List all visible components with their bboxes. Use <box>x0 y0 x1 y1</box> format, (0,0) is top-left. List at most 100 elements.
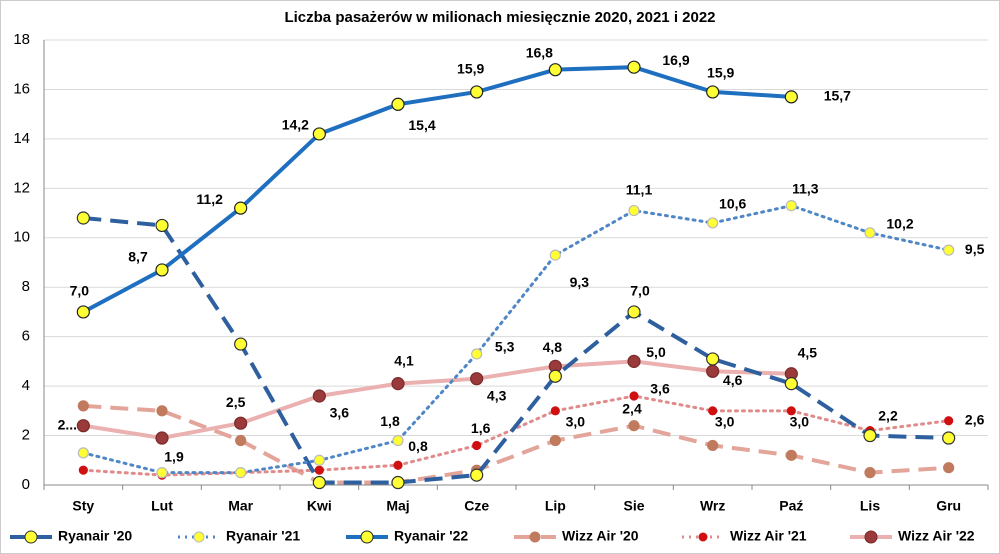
data-label: 10,6 <box>719 196 746 212</box>
data-point <box>312 127 326 141</box>
series-line <box>83 216 949 485</box>
data-point <box>627 305 641 319</box>
legend-label: Ryanair '22 <box>394 528 468 544</box>
data-label: 15,9 <box>457 61 484 77</box>
data-point <box>707 217 719 229</box>
data-label: 4,1 <box>394 352 414 368</box>
series-line <box>81 204 951 475</box>
data-point <box>944 416 954 426</box>
data-label: 11,2 <box>196 191 223 207</box>
data-label: 4,8 <box>543 339 563 355</box>
x-tick-label: Lis <box>860 498 880 514</box>
x-tick-label: Lut <box>151 498 173 514</box>
data-point <box>76 211 90 225</box>
data-label: 3,6 <box>650 381 670 397</box>
data-point <box>864 227 876 239</box>
data-point <box>785 449 797 461</box>
data-label: 1,9 <box>164 449 184 465</box>
data-point <box>155 218 169 233</box>
data-point <box>628 420 640 432</box>
data-point <box>314 465 324 475</box>
data-point <box>234 416 248 430</box>
data-label: 8,7 <box>128 249 148 265</box>
y-tick-label: 10 <box>13 229 30 246</box>
data-point <box>706 352 720 366</box>
data-label: 15,4 <box>408 117 435 133</box>
data-label: 7,0 <box>70 283 90 299</box>
data-label: 9,5 <box>965 241 985 257</box>
data-point <box>628 204 640 217</box>
x-tick-label: Cze <box>464 498 489 514</box>
data-point <box>234 337 248 351</box>
data-label: 7,0 <box>630 283 650 299</box>
data-point <box>156 467 168 479</box>
data-point <box>708 406 718 416</box>
data-point <box>706 364 720 378</box>
data-point <box>627 354 641 368</box>
data-point <box>234 201 248 215</box>
series-line <box>83 403 949 485</box>
data-label: 2... <box>58 416 77 432</box>
y-tick-label: 16 <box>13 80 30 97</box>
data-point <box>312 389 326 403</box>
y-tick-label: 18 <box>13 31 30 48</box>
y-tick-label: 2 <box>22 427 30 444</box>
data-point <box>784 377 798 391</box>
data-point <box>548 63 562 77</box>
data-point <box>549 434 561 447</box>
data-point <box>707 439 719 452</box>
data-label: 9,3 <box>570 274 590 290</box>
data-label: 3,0 <box>790 414 810 430</box>
data-label: 2,5 <box>226 394 246 410</box>
data-point <box>942 431 956 445</box>
data-label: 5,3 <box>495 339 515 355</box>
data-point <box>393 460 403 470</box>
data-point <box>313 454 325 466</box>
legend-marker <box>529 531 541 543</box>
chart-title: Liczba pasażerów w milionach miesięcznie… <box>284 9 715 26</box>
data-point <box>943 244 955 256</box>
data-label: 15,9 <box>707 65 734 81</box>
data-point <box>155 263 169 277</box>
data-point <box>627 60 641 74</box>
x-tick-label: Wrz <box>700 498 725 514</box>
data-label: 4,5 <box>798 344 818 360</box>
y-tick-label: 14 <box>13 130 30 147</box>
data-point <box>155 431 169 445</box>
legend-label: Wizz Air '22 <box>898 528 975 544</box>
data-point <box>472 440 482 451</box>
data-label: 11,3 <box>792 180 819 196</box>
data-label: 0,8 <box>408 438 428 454</box>
legend-label: Wizz Air '21 <box>730 528 807 544</box>
data-point <box>471 348 483 360</box>
data-point <box>76 305 90 319</box>
data-label: 10,2 <box>886 216 913 232</box>
data-label: 2,4 <box>622 400 642 416</box>
x-tick-label: Sie <box>623 498 644 514</box>
x-tick-label: Mar <box>228 498 253 514</box>
data-point <box>550 406 560 416</box>
data-point <box>470 468 484 482</box>
data-label: 14,2 <box>282 117 309 133</box>
data-point <box>548 369 562 383</box>
legend-marker <box>193 531 205 543</box>
data-point <box>235 467 247 479</box>
data-point <box>78 465 88 475</box>
data-point <box>76 419 90 433</box>
data-point <box>786 406 796 416</box>
data-point <box>863 428 877 443</box>
y-tick-label: 4 <box>22 377 30 394</box>
data-label: 4,6 <box>723 372 743 388</box>
data-point <box>312 475 326 490</box>
data-label: 1,8 <box>380 413 400 429</box>
data-point <box>77 447 89 459</box>
data-point <box>470 85 484 99</box>
data-label: 1,6 <box>471 420 491 436</box>
data-point <box>785 200 797 212</box>
data-label: 5,0 <box>646 344 666 360</box>
x-tick-label: Sty <box>72 498 94 514</box>
data-point <box>943 462 955 474</box>
x-tick-label: Gru <box>936 498 961 514</box>
y-tick-label: 6 <box>22 328 30 345</box>
